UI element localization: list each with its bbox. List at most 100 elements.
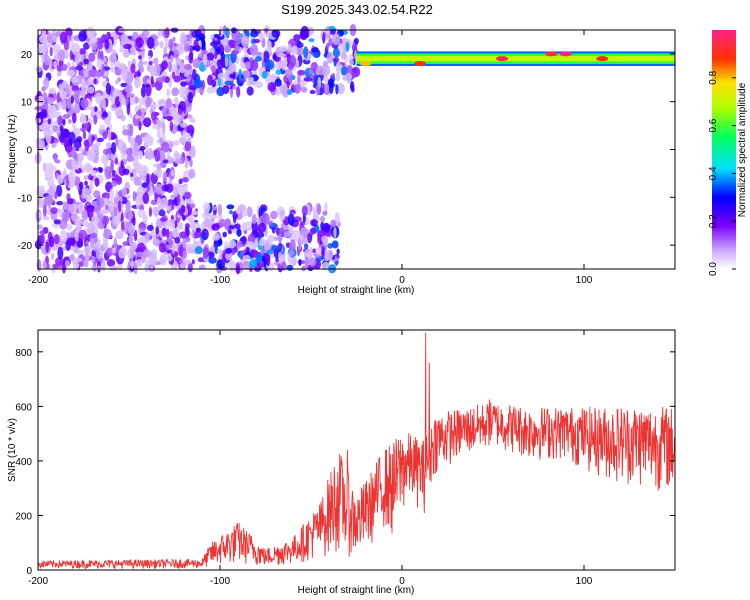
lower-noise-blob <box>299 228 309 236</box>
colorbar-tick-label: 0.0 <box>708 262 719 276</box>
scattered-noise-blob <box>59 31 68 44</box>
scattered-noise-blob <box>67 131 76 144</box>
scattered-noise-blob <box>184 63 192 71</box>
lower-noise-blob <box>286 264 294 271</box>
lower-noise-blob <box>322 210 328 216</box>
scattered-noise-blob <box>173 49 179 60</box>
lower-noise-blob <box>236 228 242 237</box>
scattered-noise-blob <box>165 97 172 109</box>
scattered-noise-blob <box>159 197 169 209</box>
scattered-noise-blob <box>83 175 90 180</box>
scattered-noise-blob <box>119 46 124 53</box>
upper-noise-blob <box>351 85 355 93</box>
spectrogram-xtick-label: 100 <box>576 275 593 286</box>
scattered-noise-blob <box>83 245 93 256</box>
scattered-noise-blob <box>75 65 83 71</box>
upper-noise-blob <box>296 42 304 49</box>
scattered-noise-blob <box>118 92 123 103</box>
scattered-noise-blob <box>53 60 58 69</box>
upper-noise-blob <box>229 73 235 79</box>
colorbar-label: Normalized spectral amplitude <box>737 82 748 217</box>
scattered-noise-blob <box>137 209 146 218</box>
scattered-noise-blob <box>71 77 79 83</box>
scattered-noise-blob <box>148 206 153 218</box>
spectrogram-ytick-label: -10 <box>18 193 33 204</box>
scattered-noise-blob <box>81 220 86 226</box>
lower-noise-blob <box>217 248 223 254</box>
scattered-noise-blob <box>126 194 131 199</box>
upper-noise-blob <box>211 79 217 88</box>
scattered-noise-blob <box>106 259 116 267</box>
upper-noise-blob <box>272 54 278 60</box>
lower-noise-blob <box>241 222 248 232</box>
upper-noise-blob <box>353 37 359 45</box>
scattered-noise-blob <box>118 248 127 259</box>
scattered-noise-blob <box>93 114 98 125</box>
scattered-noise-blob <box>150 75 154 85</box>
scattered-noise-blob <box>38 211 42 218</box>
scattered-noise-blob <box>117 77 121 82</box>
peak-mark <box>596 56 609 62</box>
lower-noise-blob <box>251 221 258 233</box>
scattered-noise-blob <box>99 197 104 203</box>
scattered-noise-blob <box>84 180 88 186</box>
scattered-noise-blob <box>52 43 61 54</box>
upper-noise-blob <box>192 68 197 81</box>
upper-noise-blob <box>327 78 334 86</box>
scattered-noise-blob <box>83 42 90 50</box>
scattered-noise-blob <box>133 262 138 275</box>
scattered-noise-blob <box>102 131 108 140</box>
scattered-noise-blob <box>125 221 131 229</box>
upper-noise-blob <box>200 39 206 51</box>
scattered-noise-blob <box>66 198 74 205</box>
scattered-noise-blob <box>126 147 134 157</box>
upper-noise-blob <box>216 57 226 69</box>
upper-noise-blob <box>231 49 240 55</box>
scattered-noise-blob <box>85 164 93 172</box>
lower-noise-blob <box>321 236 325 243</box>
scattered-noise-blob <box>111 142 117 155</box>
upper-noise-blob <box>287 43 292 52</box>
upper-noise-blob <box>241 35 250 48</box>
scattered-noise-blob <box>120 68 128 81</box>
scattered-noise-blob <box>183 191 192 200</box>
scattered-noise-blob <box>110 134 117 140</box>
lower-noise-blob <box>235 209 241 215</box>
scattered-noise-blob <box>166 253 173 262</box>
upper-noise-blob <box>335 84 339 95</box>
scattered-noise-blob <box>154 149 161 162</box>
lower-noise-blob <box>260 246 265 257</box>
scattered-noise-blob <box>101 111 109 118</box>
scattered-noise-blob <box>36 138 43 150</box>
colorbar-gradient <box>712 30 736 269</box>
scattered-noise-blob <box>145 138 154 147</box>
scattered-noise-blob <box>187 91 193 104</box>
scattered-noise-blob <box>56 201 64 206</box>
scattered-noise-blob <box>74 103 78 112</box>
scattered-noise-blob <box>173 260 179 271</box>
lower-noise-blob <box>217 203 223 216</box>
scattered-noise-blob <box>108 95 113 101</box>
scattered-noise-blob <box>139 97 143 110</box>
lower-noise-blob <box>238 252 243 259</box>
scattered-noise-blob <box>178 85 187 99</box>
lower-noise-blob <box>278 242 283 252</box>
signal-band-core <box>356 56 675 62</box>
scattered-noise-blob <box>56 71 62 77</box>
scattered-noise-blob <box>57 115 64 126</box>
scattered-noise-blob <box>59 90 67 100</box>
colorbar-tick-label: 0.6 <box>708 118 719 132</box>
scattered-noise-blob <box>72 112 77 124</box>
snr-xtick-label: 0 <box>399 576 405 587</box>
scattered-noise-blob <box>50 252 55 261</box>
scattered-noise-blob <box>57 174 64 185</box>
scattered-noise-blob <box>186 243 193 254</box>
scattered-noise-blob <box>111 49 117 58</box>
snr-axes: -200 -100 0 100 0 200 400 600 800 <box>15 330 675 587</box>
lower-noise-blob <box>265 253 271 267</box>
upper-noise-blob <box>332 47 341 58</box>
upper-noise-blob <box>216 86 225 97</box>
scattered-noise-blob <box>46 32 52 44</box>
snr-xlabel: Height of straight line (km) <box>298 585 415 596</box>
